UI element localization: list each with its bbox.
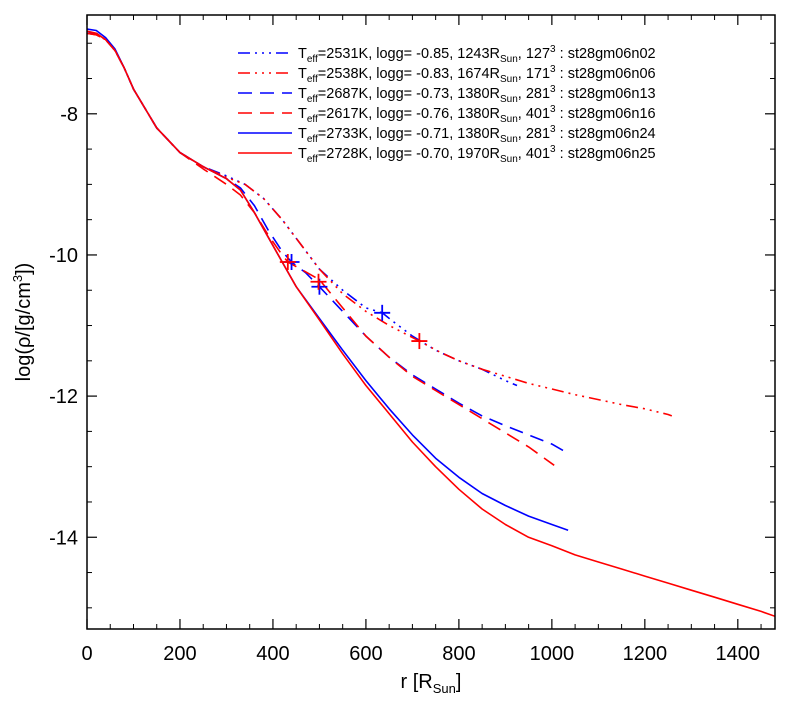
legend-label-st28gm06n25: Teff=2728K, logg= -0.70, 1970RSun, 4013 …	[298, 144, 656, 165]
legend-label-st28gm06n13: Teff=2687K, logg= -0.73, 1380RSun, 2813 …	[298, 84, 656, 105]
y-tick-label: -10	[49, 245, 78, 267]
plus-marker-st28gm06n06	[411, 333, 428, 350]
x-tick-label: 800	[442, 643, 475, 665]
plus-marker-st28gm06n16	[279, 254, 296, 271]
y-tick-label: -12	[49, 386, 78, 408]
plot-frame	[86, 14, 776, 630]
legend-label-st28gm06n16: Teff=2617K, logg= -0.76, 1380RSun, 4013 …	[298, 104, 656, 125]
legend-label-st28gm06n24: Teff=2733K, logg= -0.71, 1380RSun, 2813 …	[298, 124, 656, 145]
series-line-st28gm06n24	[87, 28, 569, 531]
axis-ticks	[86, 15, 775, 629]
plus-marker-st28gm06n02	[374, 304, 391, 321]
legend: Teff=2531K, logg= -0.85, 1243RSun, 1273 …	[238, 44, 656, 165]
legend-label-st28gm06n06: Teff=2538K, logg= -0.83, 1674RSun, 1713 …	[298, 64, 656, 85]
x-tick-label: 1400	[716, 643, 761, 665]
legend-label-st28gm06n02: Teff=2531K, logg= -0.85, 1243RSun, 1273 …	[298, 44, 656, 65]
y-tick-label: -8	[60, 104, 78, 126]
y-tick-label: -14	[49, 527, 78, 549]
series-line-st28gm06n16	[87, 32, 555, 466]
series-line-st28gm06n25	[87, 30, 775, 618]
x-axis-label: r [RSun]	[401, 671, 462, 696]
series-markers	[279, 254, 428, 350]
plus-marker-st28gm06n16	[310, 273, 327, 290]
x-tick-label: 1000	[530, 643, 575, 665]
x-tick-label: 600	[349, 643, 382, 665]
y-axis-label: log(ρ/[g/cm3])	[10, 263, 35, 382]
x-tick-labels: 0 200 400 600 800 1000 1200 1400	[81, 643, 760, 665]
x-tick-label: 0	[81, 643, 92, 665]
x-tick-label: 1200	[623, 643, 668, 665]
x-tick-label: 400	[256, 643, 289, 665]
x-tick-label: 200	[163, 643, 196, 665]
y-tick-labels: -14 -12 -10 -8	[49, 104, 78, 549]
